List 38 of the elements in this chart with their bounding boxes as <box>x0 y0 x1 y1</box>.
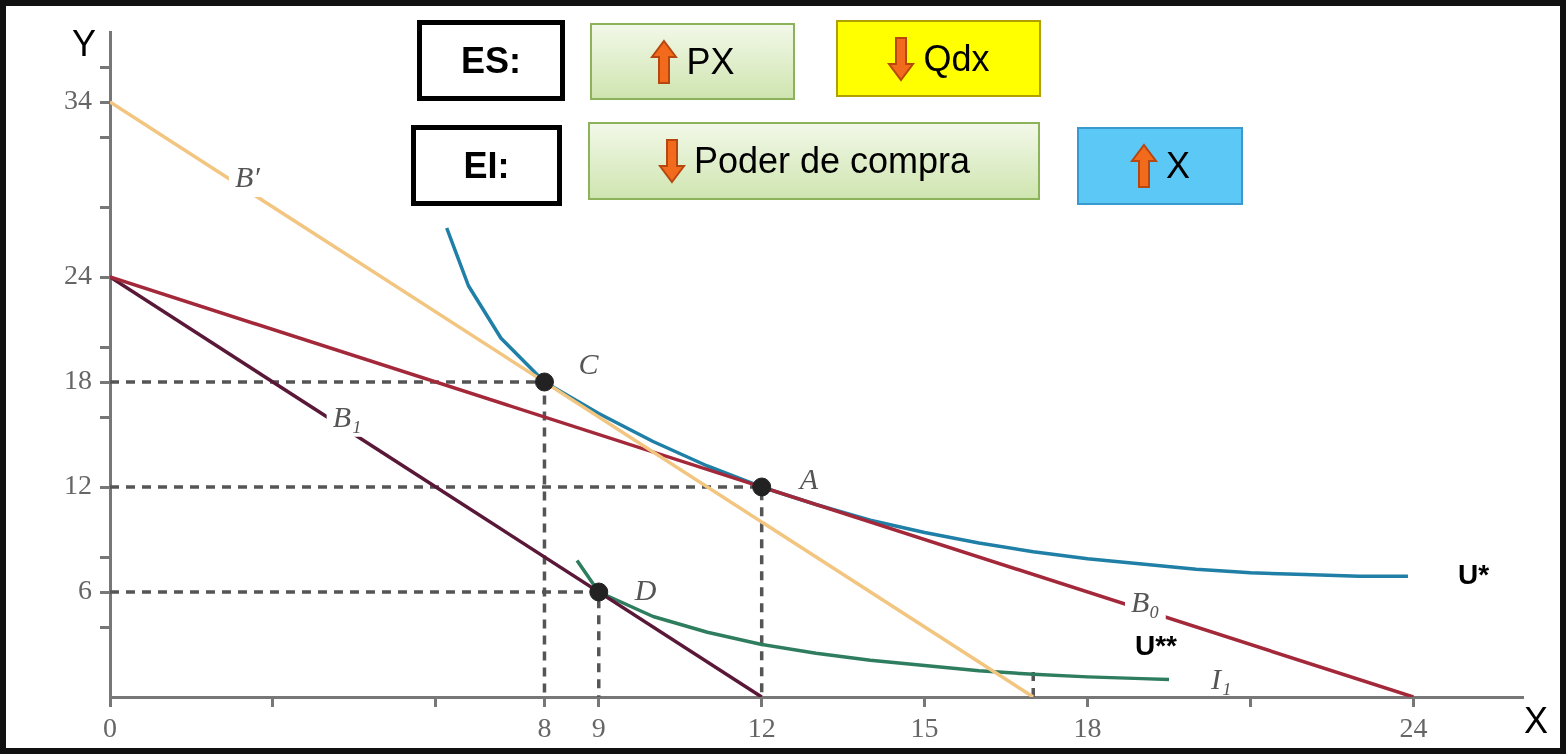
x-tick-label: 15 <box>910 712 939 744</box>
x-axis-title: X <box>1524 699 1549 741</box>
annotation: A <box>797 461 819 495</box>
x-tick-label: 24 <box>1399 712 1428 744</box>
y-tick-label: 34 <box>64 84 92 116</box>
annotation: EI: <box>463 144 510 187</box>
x-tick-label: 18 <box>1073 712 1102 744</box>
y-tick-label: 18 <box>64 364 92 396</box>
y-axis-title: Y <box>71 22 96 64</box>
annotation: X <box>1165 145 1190 187</box>
callout-box: X <box>1077 127 1243 205</box>
x-tick-label: 12 <box>747 712 776 744</box>
annotation: U** <box>1135 630 1178 662</box>
y-tick-label: 6 <box>78 574 92 606</box>
point <box>752 477 772 497</box>
callout-box: ES: <box>417 20 565 101</box>
callout-box: EI: <box>411 125 562 206</box>
annotation: PX <box>686 40 735 83</box>
annotation: D <box>633 572 657 606</box>
callout-box: Poder de compra <box>588 122 1040 200</box>
y-tick-label: 12 <box>64 469 92 501</box>
annotation: C <box>578 346 600 380</box>
annotation: ES: <box>460 39 521 82</box>
callout-box: Qdx <box>836 20 1041 97</box>
annotation: B₀ <box>1130 585 1160 619</box>
annotation: B₁ <box>332 399 362 433</box>
annotation: U* <box>1457 558 1490 590</box>
x-tick-label: 9 <box>591 712 606 744</box>
point <box>589 582 609 602</box>
callout-box: PX <box>590 23 795 100</box>
point <box>534 372 554 392</box>
x-tick-label: 8 <box>537 712 552 744</box>
annotation: Qdx <box>923 37 990 80</box>
x-tick-label: 0 <box>103 712 117 744</box>
annotation: Poder de compra <box>693 140 971 182</box>
annotation: B′ <box>234 159 261 193</box>
y-tick-label: 24 <box>64 259 92 291</box>
annotation: I₁ <box>1210 662 1232 696</box>
